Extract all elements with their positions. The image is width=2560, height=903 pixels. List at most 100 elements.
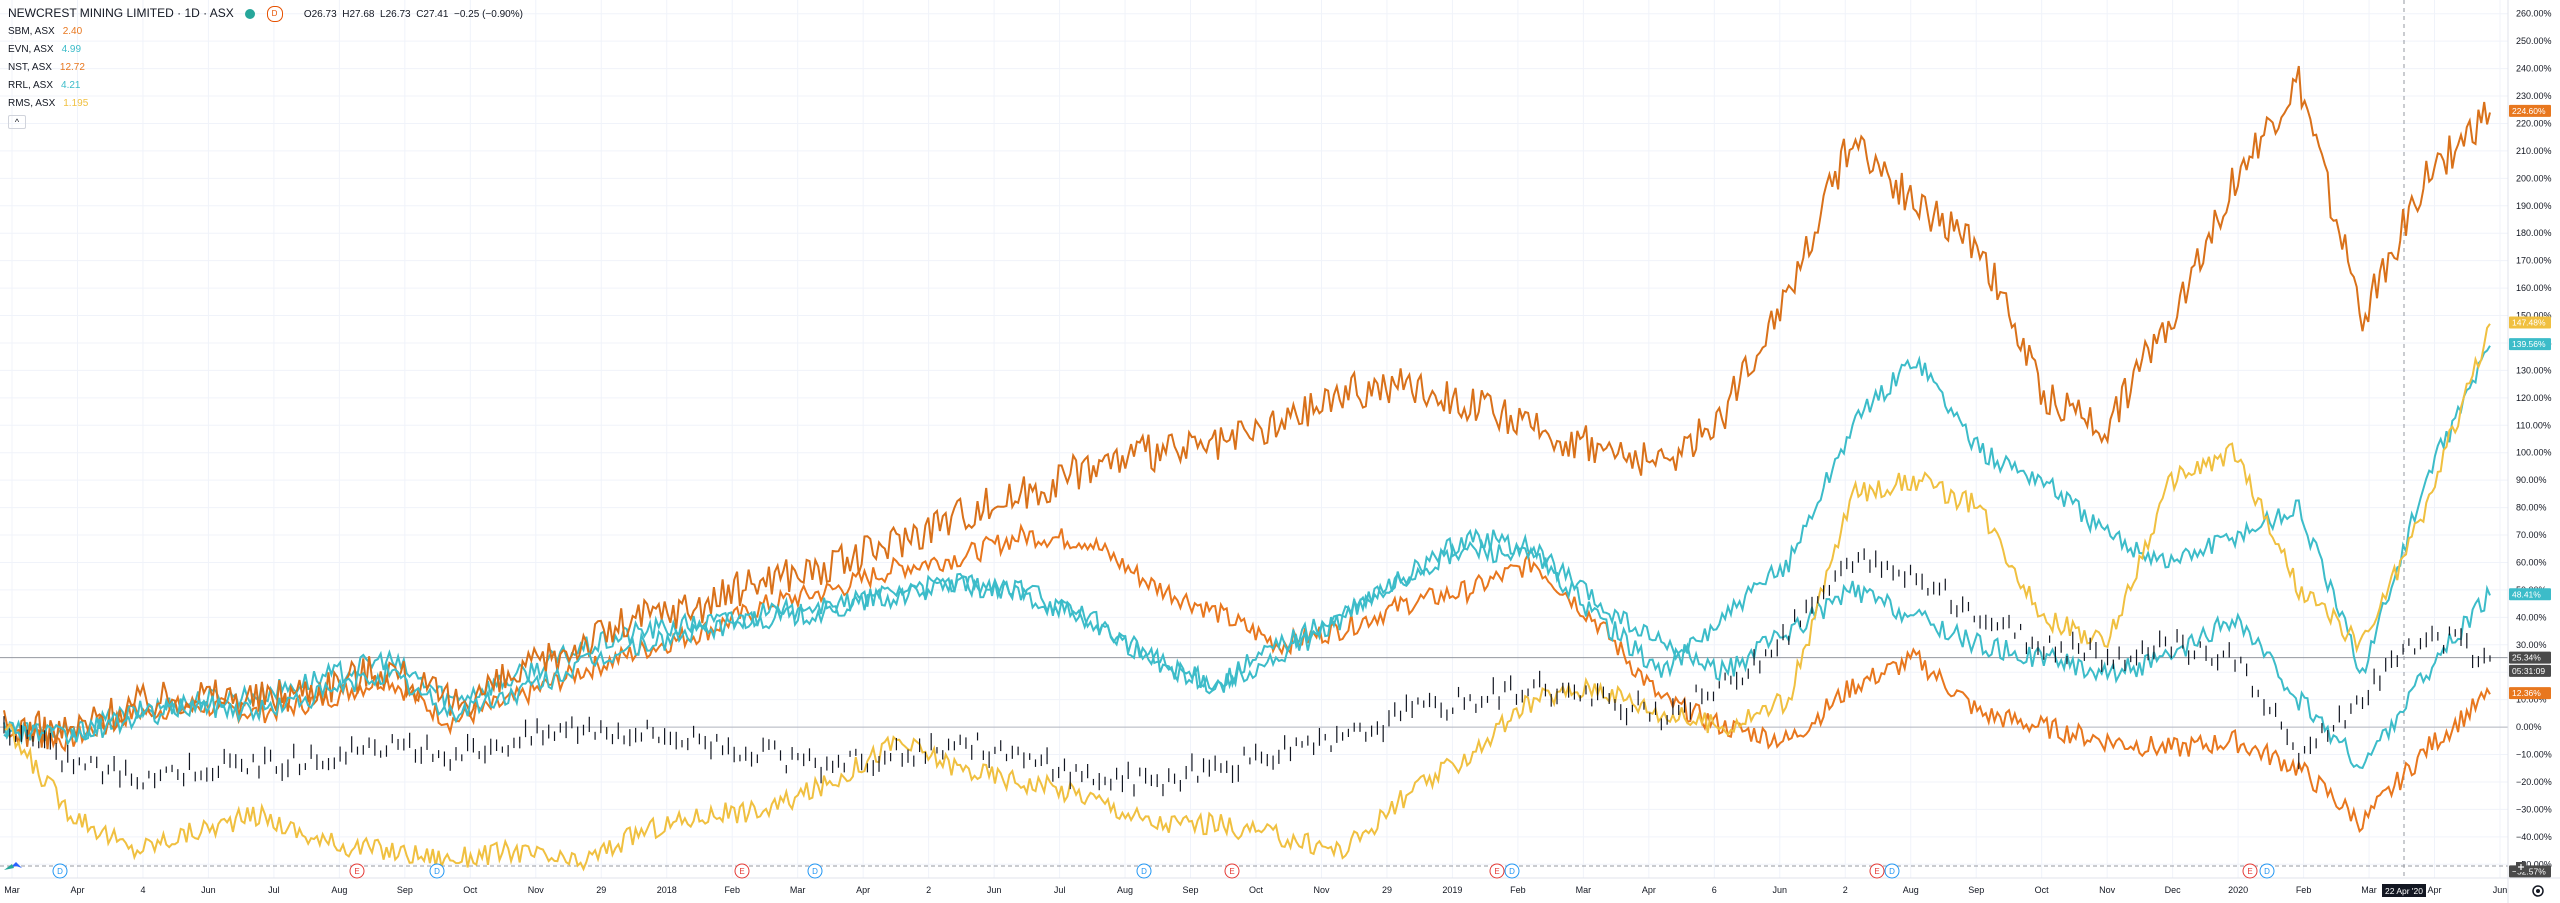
series-line-rrl[interactable] [3,528,2491,770]
price-badge: 25.34% [2509,651,2551,664]
svg-text:147.48%: 147.48% [2512,317,2546,327]
legend-value: 12.72 [59,62,85,73]
svg-text:−52.57%: −52.57% [2512,866,2546,876]
legend-item[interactable]: EVN, ASX 4.99 [8,40,523,58]
legend-symbol: RRL, ASX [8,80,54,91]
price-axis-label: 220.00% [2516,118,2552,128]
price-axis-label: −10.00% [2516,750,2552,760]
time-axis-label: Aug [1117,885,1133,895]
time-axis-label: Jun [201,885,216,895]
time-axis-label: Mar [2361,885,2377,895]
price-axis-label: 110.00% [2516,420,2551,430]
price-axis-label: 180.00% [2516,228,2552,238]
price-axis-label: 230.00% [2516,91,2552,101]
time-axis-label: 2 [926,885,931,895]
price-axis-label: 150.00% [2516,311,2552,321]
legend-value: 1.195 [63,98,89,109]
svg-text:22 Apr '20: 22 Apr '20 [2385,886,2423,896]
price-axis-label: 10.00% [2516,695,2547,705]
svg-text:12.36%: 12.36% [2512,688,2541,698]
price-axis-label: −30.00% [2516,804,2552,814]
time-axis-label: Dec [2165,885,2182,895]
legend-symbol: EVN, ASX [8,44,54,55]
legend-value: 4.99 [61,44,82,55]
price-badge: 48.41% [2509,588,2551,601]
price-axis-label: 90.00% [2516,475,2547,485]
time-axis[interactable]: Mar Apr 4 Jun Jul Aug Sep Oct Nov 29 2018 Feb Mar Apr… [4,885,2507,895]
svg-text:D: D [434,867,440,876]
dividend-marker-icon[interactable]: D [429,863,445,879]
time-axis-label: Jun [1773,885,1788,895]
time-axis-label: Jul [1054,885,1066,895]
time-axis-label: Oct [2035,885,2050,895]
time-axis-label: Aug [1903,885,1919,895]
dividend-marker-icon[interactable]: D [1136,863,1152,879]
price-axis-label: −20.00% [2516,777,2552,787]
dividend-marker-icon[interactable]: D [52,863,68,879]
dividend-marker-icon[interactable]: D [1884,863,1900,879]
price-axis-label: 30.00% [2516,640,2547,650]
svg-text:05:31:09: 05:31:09 [2512,666,2545,676]
price-axis-label: 190.00% [2516,201,2552,211]
earnings-marker-icon[interactable]: E [1869,863,1885,879]
price-badge: 224.60% [2509,104,2551,117]
svg-text:D: D [1889,867,1895,876]
time-axis-label: Jun [987,885,1002,895]
svg-text:E: E [739,867,744,876]
legend-value: 2.40 [62,26,83,37]
collapse-legend-button[interactable]: ^ [8,115,26,129]
price-axis-label: 260.00% [2516,9,2552,19]
price-axis-label: 0.00% [2516,722,2542,732]
legend-item[interactable]: RRL, ASX 4.21 [8,76,523,94]
price-badge: 05:31:09 [2509,664,2551,677]
price-axis[interactable]: 260.00% 250.00% 240.00% 230.00% 220.00% 210.0… [2516,9,2552,870]
price-axis-label: 170.00% [2516,256,2552,266]
svg-text:25.34%: 25.34% [2512,653,2541,663]
earnings-marker-icon[interactable]: E [1489,863,1505,879]
price-badge: 147.48% [2509,316,2551,329]
series-line-rms[interactable] [3,323,2491,872]
tradingview-logo-icon[interactable] [4,862,22,870]
time-axis-label: Jul [268,885,280,895]
time-axis-label: Oct [1249,885,1264,895]
earnings-marker-icon[interactable]: E [1224,863,1240,879]
time-axis-label: 29 [1382,885,1392,895]
chart-legend: NEWCREST MINING LIMITED · 1D · ASX D O26… [8,4,523,129]
price-axis-label: 70.00% [2516,530,2547,540]
time-axis-label: Feb [724,885,740,895]
series-line-evn[interactable] [3,345,2491,743]
time-axis-label: Mar [790,885,806,895]
price-axis-label: 240.00% [2516,64,2552,74]
legend-symbol: NST, ASX [8,62,52,73]
svg-text:D: D [812,867,818,876]
dividend-marker-icon[interactable]: D [1504,863,1520,879]
price-axis-label: −50.00% [2516,859,2552,869]
time-axis-label: 2 [1843,885,1848,895]
time-axis-label: Mar [1576,885,1592,895]
time-axis-label: Apr [1642,885,1656,895]
legend-item[interactable]: RMS, ASX 1.195 [8,94,523,112]
price-axis-label: 80.00% [2516,503,2547,513]
earnings-marker-icon[interactable]: E [734,863,750,879]
earnings-marker-icon[interactable]: E [349,863,365,879]
svg-text:224.60%: 224.60% [2512,106,2546,116]
dividend-marker-icon[interactable]: D [2259,863,2275,879]
earnings-marker-icon[interactable]: E [2242,863,2258,879]
dividend-marker-icon[interactable]: D [807,863,823,879]
settings-gear-icon[interactable] [2532,885,2544,897]
time-axis-label: Apr [70,885,84,895]
time-axis-label: 2018 [657,885,677,895]
legend-item[interactable]: NST, ASX 12.72 [8,58,523,76]
svg-text:48.41%: 48.41% [2512,589,2541,599]
crosshair-date-label: 22 Apr '20 [2382,884,2426,897]
time-axis-label: Nov [2099,885,2116,895]
svg-text:139.56%: 139.56% [2512,339,2546,349]
time-axis-label: Nov [528,885,545,895]
series-line-nst[interactable] [3,65,2491,750]
svg-text:D: D [1141,867,1147,876]
legend-symbol: SBM, ASX [8,26,55,37]
legend-item[interactable]: SBM, ASX 2.40 [8,22,523,40]
add-symbol-icon[interactable] [2516,862,2526,872]
price-axis-label: 200.00% [2516,173,2552,183]
